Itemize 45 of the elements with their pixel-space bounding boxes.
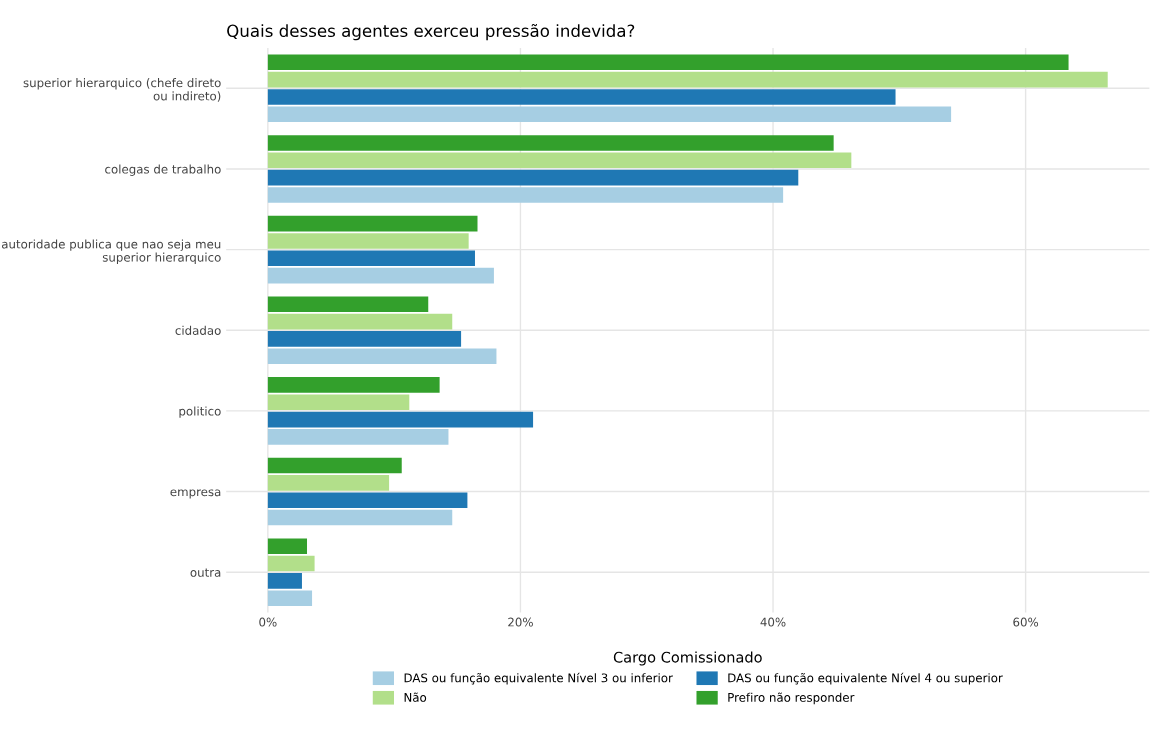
bar — [267, 313, 453, 330]
legend-label: Prefiro não responder — [728, 692, 855, 705]
bar — [267, 54, 1069, 71]
x-tick-label: 40% — [760, 617, 786, 627]
x-tick-label: 20% — [508, 617, 533, 627]
bar — [267, 233, 469, 249]
bar — [267, 429, 449, 445]
y-tick-label: autoridade publica que nao seja meu superior hierarquico — [1, 239, 221, 265]
bar — [267, 89, 896, 105]
bar — [267, 573, 302, 589]
x-tick-label: 60% — [1013, 617, 1039, 627]
y-tick-label: cidadao — [175, 325, 221, 335]
bar — [267, 377, 440, 393]
bar — [267, 331, 462, 347]
bar — [267, 475, 390, 491]
y-tick-label: superior hierarquico (chefe direto ou indireto) — [23, 78, 221, 102]
bar — [267, 187, 784, 203]
bar — [267, 394, 410, 411]
bar — [267, 509, 453, 526]
bar — [267, 348, 497, 365]
bar — [267, 590, 313, 607]
bar — [267, 106, 952, 123]
y-tick-label: outra — [190, 568, 221, 577]
bar — [267, 555, 315, 572]
chart-title: Quais desses agentes exerceu pressão indevida? — [227, 23, 635, 41]
legend-title: Cargo Comissionado — [613, 651, 762, 666]
bar — [267, 538, 308, 555]
bar — [267, 169, 799, 186]
y-tick-label: colegas de trabalho — [105, 164, 221, 176]
bar — [267, 250, 475, 267]
bar — [267, 215, 478, 232]
y-tick-label: empresa — [170, 489, 221, 499]
bar — [267, 71, 1108, 88]
bar — [267, 457, 402, 474]
bar — [267, 411, 534, 428]
legend-label: DAS ou função equivalente Nível 4 ou superior — [728, 672, 1003, 685]
bar — [267, 296, 429, 313]
bar — [267, 267, 494, 284]
legend-label: Não — [404, 692, 427, 702]
bar — [267, 135, 834, 151]
legend-label: DAS ou função equivalente Nível 3 ou inferior — [404, 672, 673, 685]
bar — [267, 152, 852, 169]
x-tick-label: 0% — [259, 617, 277, 627]
bar — [267, 492, 468, 509]
y-tick-label: politico — [179, 406, 221, 418]
